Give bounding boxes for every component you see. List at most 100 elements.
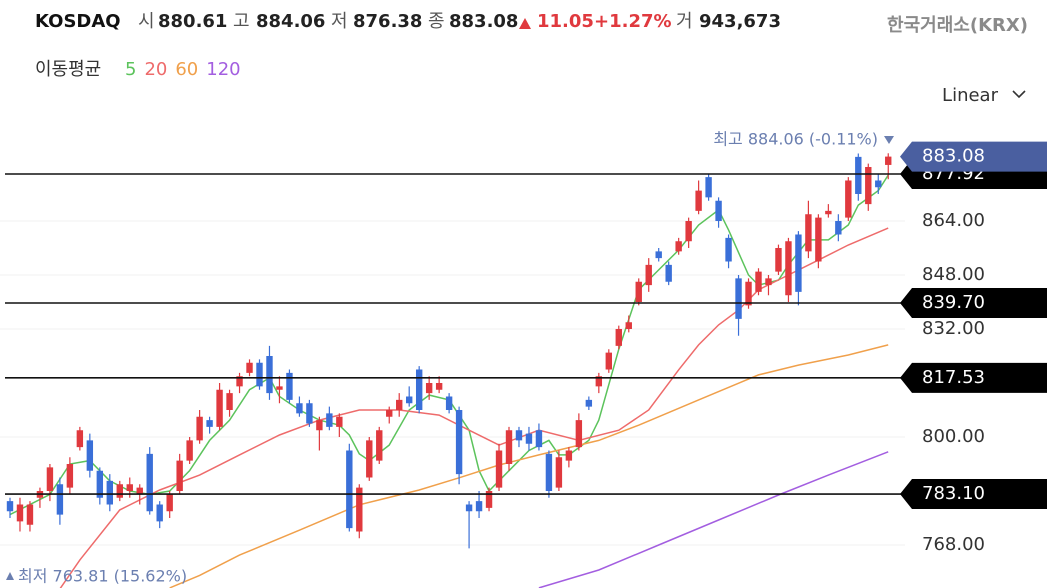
candle-body	[326, 413, 333, 427]
low-value: 876.38	[353, 11, 422, 32]
candle-body	[525, 433, 533, 444]
low-label: 저	[331, 11, 348, 32]
legend-item: 5	[125, 59, 136, 80]
candle-body	[765, 278, 772, 286]
open-label: 시	[138, 11, 155, 32]
candle-body	[485, 490, 493, 508]
candle-body	[625, 322, 632, 329]
candle-body	[425, 382, 433, 394]
candle-body	[735, 278, 742, 319]
candle-body	[76, 430, 84, 448]
candle-body	[266, 355, 273, 394]
candle-body	[46, 467, 54, 491]
candle-body	[875, 180, 882, 188]
candle-body	[455, 409, 463, 475]
candle-body	[535, 430, 543, 448]
candle-body	[16, 504, 24, 522]
candle-body	[246, 362, 253, 373]
candle-body	[156, 504, 163, 522]
candle-body	[66, 463, 74, 488]
candle-body	[815, 217, 822, 262]
candle-body	[106, 480, 113, 505]
candle-body	[286, 372, 293, 400]
candle-body	[655, 251, 662, 259]
price-tag	[900, 141, 1047, 172]
plot-area	[0, 153, 905, 588]
candle-body	[885, 156, 892, 165]
price-tag-label: 883.08	[922, 146, 985, 167]
candle-body	[465, 504, 473, 512]
candle-body	[515, 430, 523, 441]
candle-body	[555, 457, 563, 488]
candle-body	[845, 180, 852, 218]
candle-body	[805, 214, 812, 252]
candle-body	[715, 200, 722, 221]
candle-body	[6, 501, 14, 512]
y-tick-label: 864.00	[922, 210, 985, 231]
low-annotation: 최저 763.81 (15.62%)	[18, 567, 187, 586]
level-tag-label: 783.10	[922, 483, 985, 504]
change-pct: +1.27%	[594, 11, 672, 32]
close-value: 883.08	[449, 11, 518, 32]
candle-body	[495, 450, 503, 488]
legend: 5 20 60 120	[125, 59, 241, 80]
y-tick-label: 848.00	[922, 264, 985, 285]
candle-body	[146, 453, 153, 512]
candle-body	[26, 504, 34, 525]
candle-body	[216, 389, 223, 427]
candle-body	[705, 177, 712, 198]
legend-item: 120	[206, 59, 240, 80]
candle-body	[276, 386, 283, 390]
legend-item: 60	[175, 59, 198, 80]
candle-body	[86, 440, 94, 471]
level-tag	[900, 479, 1047, 510]
close-label: 종	[428, 11, 445, 32]
y-tick-label: 800.00	[922, 426, 985, 447]
candle-body	[565, 450, 573, 461]
candle-body	[136, 487, 143, 495]
legend-item: 20	[144, 59, 167, 80]
high-marker	[884, 136, 894, 144]
candle-body	[725, 237, 732, 262]
candle-body	[366, 440, 373, 478]
high-label: 고	[233, 11, 250, 32]
candle-body	[745, 281, 752, 306]
scale-selector[interactable]: Linear	[942, 85, 999, 106]
dropdown-icon[interactable]	[1012, 90, 1026, 99]
low-marker	[6, 572, 14, 580]
candle-body	[386, 409, 393, 417]
level-tag	[900, 362, 1047, 393]
candle-body	[605, 352, 612, 370]
change: 11.05	[537, 11, 594, 32]
candle-body	[376, 430, 383, 461]
candle-body	[256, 362, 263, 387]
ma-line	[538, 451, 889, 588]
candle-body	[685, 220, 692, 242]
candle-body	[755, 271, 762, 292]
ma-title: 이동평균	[35, 59, 101, 80]
level-tag-label: 817.53	[922, 367, 985, 388]
candle-body	[435, 382, 443, 390]
ma-line	[169, 344, 889, 588]
y-tick-label: 768.00	[922, 534, 985, 555]
candle-body	[475, 501, 483, 512]
volume-label: 거	[676, 11, 693, 32]
candle-body	[585, 399, 593, 407]
candle-body	[825, 210, 832, 215]
candle-body	[406, 396, 413, 404]
candle-body	[505, 430, 513, 464]
candle-body	[835, 220, 842, 235]
candle-body	[795, 234, 802, 292]
candle-body	[236, 376, 243, 387]
candle-body	[316, 420, 323, 431]
candle-body	[206, 420, 213, 427]
candle-body	[645, 264, 652, 286]
y-tick-label: 832.00	[922, 318, 985, 339]
candle-body	[575, 420, 583, 448]
candle-body	[186, 440, 193, 461]
candle-body	[855, 156, 862, 194]
candle-body	[595, 376, 603, 387]
level-tag	[900, 288, 1047, 319]
